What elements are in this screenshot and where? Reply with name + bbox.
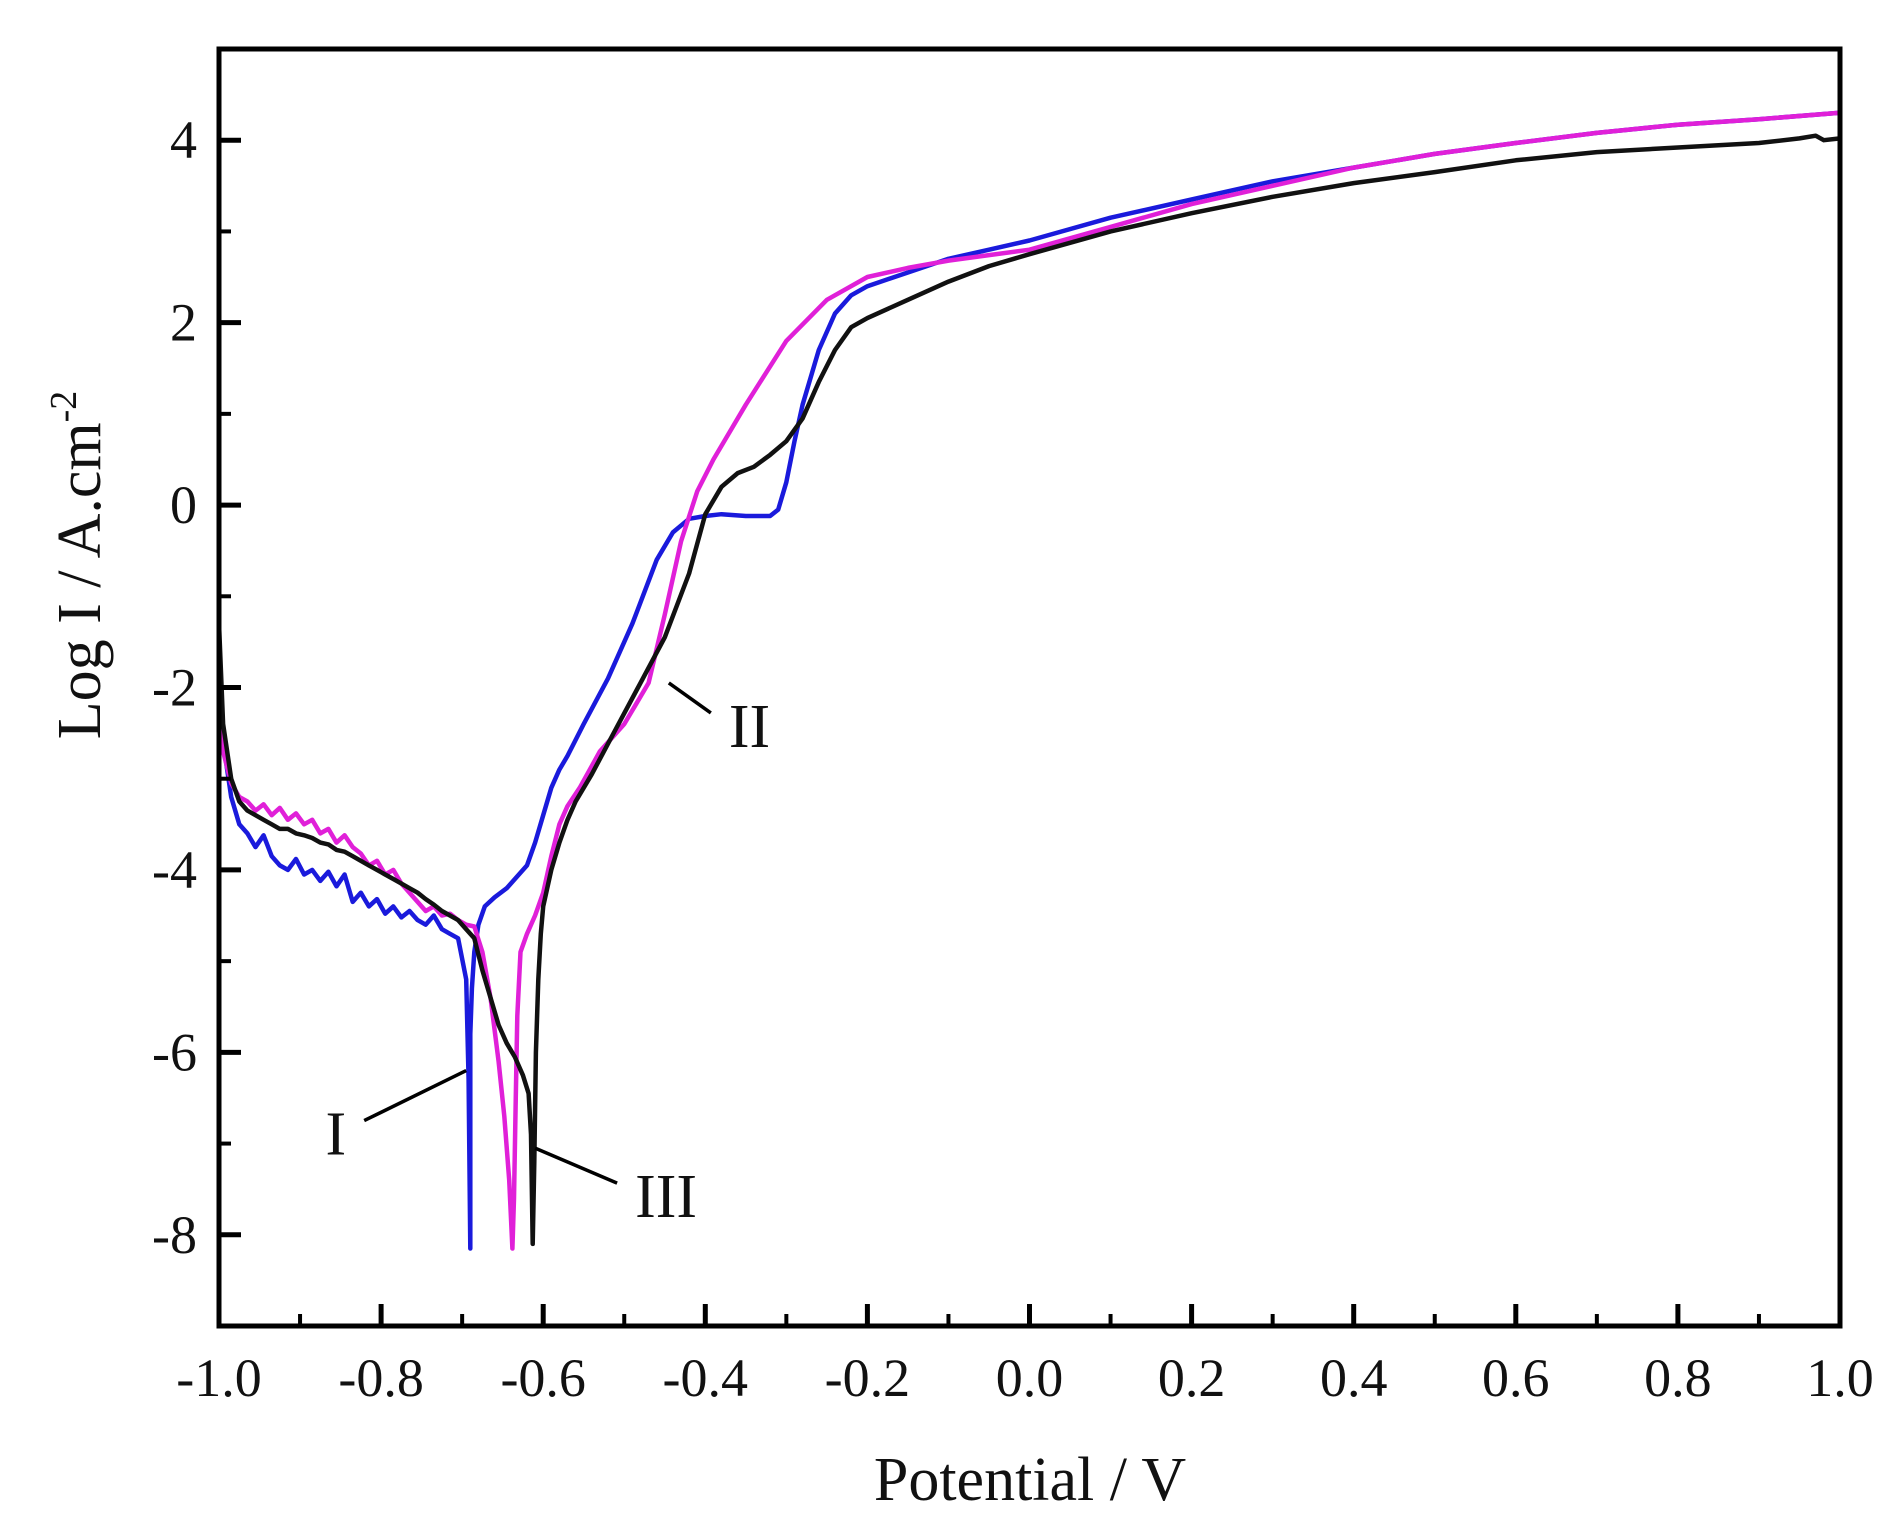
x-tick-label: -0.4	[663, 1348, 748, 1408]
annotation-label-iii: III	[635, 1163, 697, 1231]
series-layer	[216, 110, 1843, 1251]
y-tick-label: -8	[152, 1205, 197, 1265]
x-tick-label: 0.0	[996, 1348, 1064, 1408]
x-tick-label: 0.8	[1644, 1348, 1712, 1408]
y-axis-title: Log I / A.cm-2	[43, 391, 114, 740]
x-tick-label: -1.0	[176, 1348, 261, 1408]
x-tick-label: 0.4	[1320, 1348, 1388, 1408]
y-axis-title-superscript: -2	[43, 391, 85, 423]
y-tick-label: -4	[152, 840, 197, 900]
x-tick-label: 0.2	[1158, 1348, 1226, 1408]
x-tick-label: 0.6	[1482, 1348, 1550, 1408]
y-tick-label: 2	[170, 293, 197, 353]
y-tick-label: -6	[152, 1022, 197, 1082]
plot-frame	[216, 46, 1843, 1329]
y-tick-label: 0	[170, 475, 197, 535]
series-line-iii	[216, 133, 1843, 1247]
y-axis-title-main: Log I / A.cm	[46, 422, 114, 739]
annotation-leader-ii	[667, 681, 712, 715]
annotation-leader-i	[363, 1069, 467, 1123]
annotation-label-ii: II	[729, 693, 770, 761]
x-tick-label: -0.6	[500, 1348, 585, 1408]
y-tick-label: -2	[152, 658, 197, 718]
annotation-label-i: I	[326, 1101, 347, 1169]
series-line-i	[216, 110, 1843, 1251]
annotation-leader-iii	[534, 1146, 618, 1185]
x-tick-label: 1.0	[1806, 1348, 1874, 1408]
series-line-ii	[216, 110, 1843, 1251]
tick-layer: -1.0 -0.8 -0.6 -0.4 -0.2 0.0 0.2 0.4 0.6 0.8 1.0 -8…	[152, 110, 1874, 1408]
x-tick-label: -0.2	[825, 1348, 910, 1408]
y-tick-label: 4	[170, 110, 197, 170]
x-axis-title: Potential / V	[874, 1446, 1187, 1514]
x-tick-label: -0.8	[338, 1348, 423, 1408]
